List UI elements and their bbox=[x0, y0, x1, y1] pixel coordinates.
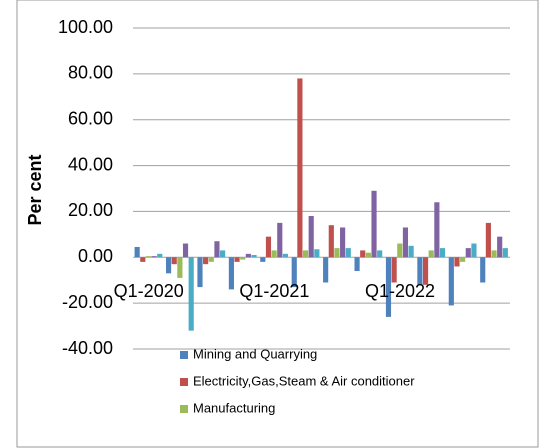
bar bbox=[140, 257, 146, 262]
bar bbox=[145, 256, 152, 258]
bar bbox=[165, 257, 172, 274]
legend-swatch bbox=[180, 405, 188, 413]
bar bbox=[271, 250, 277, 258]
bar bbox=[434, 202, 440, 258]
bar bbox=[360, 250, 366, 258]
bar bbox=[177, 257, 183, 278]
bar bbox=[385, 257, 392, 317]
bar bbox=[228, 257, 234, 290]
bar bbox=[402, 227, 409, 258]
legend-swatch bbox=[180, 378, 188, 386]
bar bbox=[417, 257, 423, 285]
legend-label: Mining and Quarrying bbox=[193, 346, 317, 361]
bar bbox=[377, 250, 383, 258]
bar bbox=[408, 245, 414, 258]
bar bbox=[471, 243, 477, 258]
y-tick-label: 20.00 bbox=[68, 200, 113, 220]
bar bbox=[277, 222, 283, 258]
bar bbox=[454, 257, 460, 267]
bar bbox=[297, 78, 303, 258]
bar bbox=[340, 227, 346, 258]
legend-swatch bbox=[180, 351, 188, 359]
bar bbox=[171, 257, 177, 265]
y-tick-label: -40.00 bbox=[62, 338, 113, 358]
bar bbox=[251, 254, 257, 258]
bar bbox=[220, 250, 226, 258]
bar bbox=[323, 257, 329, 283]
y-axis-title: Per cent bbox=[25, 154, 45, 225]
y-tick-label: 0.00 bbox=[78, 246, 113, 266]
bar bbox=[314, 249, 320, 258]
bar bbox=[428, 250, 434, 258]
bar bbox=[334, 248, 340, 258]
bar bbox=[354, 257, 360, 272]
bar bbox=[491, 250, 497, 258]
bar bbox=[265, 236, 272, 258]
bar bbox=[182, 243, 189, 258]
bar bbox=[465, 248, 471, 258]
bar bbox=[134, 246, 140, 258]
bar bbox=[208, 257, 214, 262]
x-tick-label: Q1-2020 bbox=[114, 281, 184, 301]
bar bbox=[234, 257, 240, 262]
chart-frame bbox=[16, 0, 539, 448]
bar bbox=[345, 248, 351, 258]
bar bbox=[480, 257, 486, 283]
legend-label: Manufacturing bbox=[193, 400, 275, 415]
bar bbox=[439, 248, 446, 258]
y-tick-label: 80.00 bbox=[68, 63, 113, 83]
bar bbox=[460, 257, 466, 262]
y-tick-label: 100.00 bbox=[58, 17, 113, 37]
bar bbox=[497, 236, 503, 258]
bar bbox=[260, 257, 266, 262]
bar bbox=[448, 257, 454, 306]
bar bbox=[502, 248, 508, 258]
bar bbox=[291, 257, 297, 288]
bar bbox=[397, 243, 403, 258]
x-tick-label: Q1-2022 bbox=[365, 281, 435, 301]
bar bbox=[328, 225, 334, 258]
bar bbox=[365, 252, 371, 258]
y-tick-label: 40.00 bbox=[68, 154, 113, 174]
y-tick-label: -20.00 bbox=[62, 292, 113, 312]
bar bbox=[188, 257, 194, 331]
bar bbox=[214, 241, 220, 258]
legend-label: Electricity,Gas,Steam & Air conditioner bbox=[193, 373, 415, 388]
bar bbox=[371, 190, 377, 258]
bar bbox=[151, 256, 157, 258]
bar bbox=[282, 253, 289, 258]
bar bbox=[197, 257, 203, 288]
bar bbox=[391, 257, 397, 283]
bar bbox=[485, 222, 491, 258]
bar bbox=[245, 253, 251, 258]
bar bbox=[157, 253, 163, 258]
bar bbox=[240, 257, 246, 260]
bar bbox=[302, 250, 309, 258]
bar bbox=[422, 257, 429, 285]
bar bbox=[203, 257, 209, 265]
y-tick-label: 60.00 bbox=[68, 108, 113, 128]
bar bbox=[308, 216, 314, 258]
x-tick-label: Q1-2021 bbox=[239, 281, 309, 301]
